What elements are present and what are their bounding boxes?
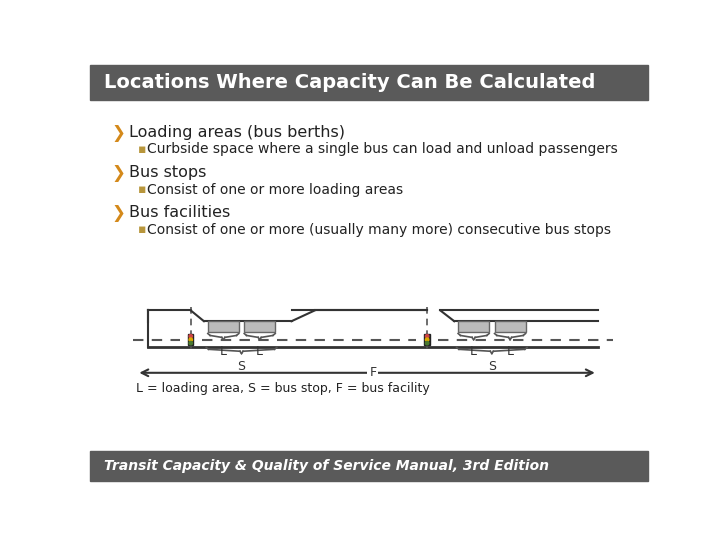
- Circle shape: [189, 338, 192, 341]
- Text: S: S: [238, 361, 246, 374]
- Bar: [495, 321, 526, 332]
- Text: L = loading area, S = bus stop, F = bus facility: L = loading area, S = bus stop, F = bus …: [137, 382, 431, 395]
- Bar: [424, 334, 430, 345]
- Text: Bus facilities: Bus facilities: [129, 205, 230, 220]
- Text: Locations Where Capacity Can Be Calculated: Locations Where Capacity Can Be Calculat…: [104, 73, 595, 92]
- Circle shape: [189, 335, 192, 338]
- Text: Curbside space where a single bus can load and unload passengers: Curbside space where a single bus can lo…: [148, 143, 618, 157]
- Text: Bus stops: Bus stops: [129, 165, 206, 180]
- Bar: [458, 321, 489, 332]
- Text: ▪: ▪: [138, 143, 147, 156]
- Text: L: L: [470, 345, 477, 358]
- Circle shape: [426, 338, 429, 341]
- Text: ▪: ▪: [138, 223, 147, 236]
- Bar: [90, 451, 648, 481]
- Text: Consist of one or more loading areas: Consist of one or more loading areas: [148, 183, 403, 197]
- Circle shape: [426, 335, 429, 338]
- Circle shape: [426, 341, 429, 345]
- Circle shape: [189, 341, 192, 345]
- Text: Consist of one or more (usually many more) consecutive bus stops: Consist of one or more (usually many mor…: [148, 222, 611, 237]
- Text: ❯: ❯: [112, 204, 125, 221]
- Text: L: L: [507, 345, 513, 358]
- Text: L: L: [256, 345, 264, 358]
- Text: ▪: ▪: [138, 183, 147, 196]
- Bar: [244, 321, 275, 332]
- Text: L: L: [220, 345, 227, 358]
- Bar: [90, 65, 648, 100]
- Text: Transit Capacity & Quality of Service Manual, 3rd Edition: Transit Capacity & Quality of Service Ma…: [104, 459, 549, 473]
- Text: F: F: [369, 366, 377, 379]
- Bar: [208, 321, 239, 332]
- Text: ❯: ❯: [112, 164, 125, 181]
- Text: ❯: ❯: [112, 124, 125, 141]
- Bar: [188, 334, 194, 345]
- Text: Loading areas (bus berths): Loading areas (bus berths): [129, 125, 345, 140]
- Text: S: S: [488, 361, 496, 374]
